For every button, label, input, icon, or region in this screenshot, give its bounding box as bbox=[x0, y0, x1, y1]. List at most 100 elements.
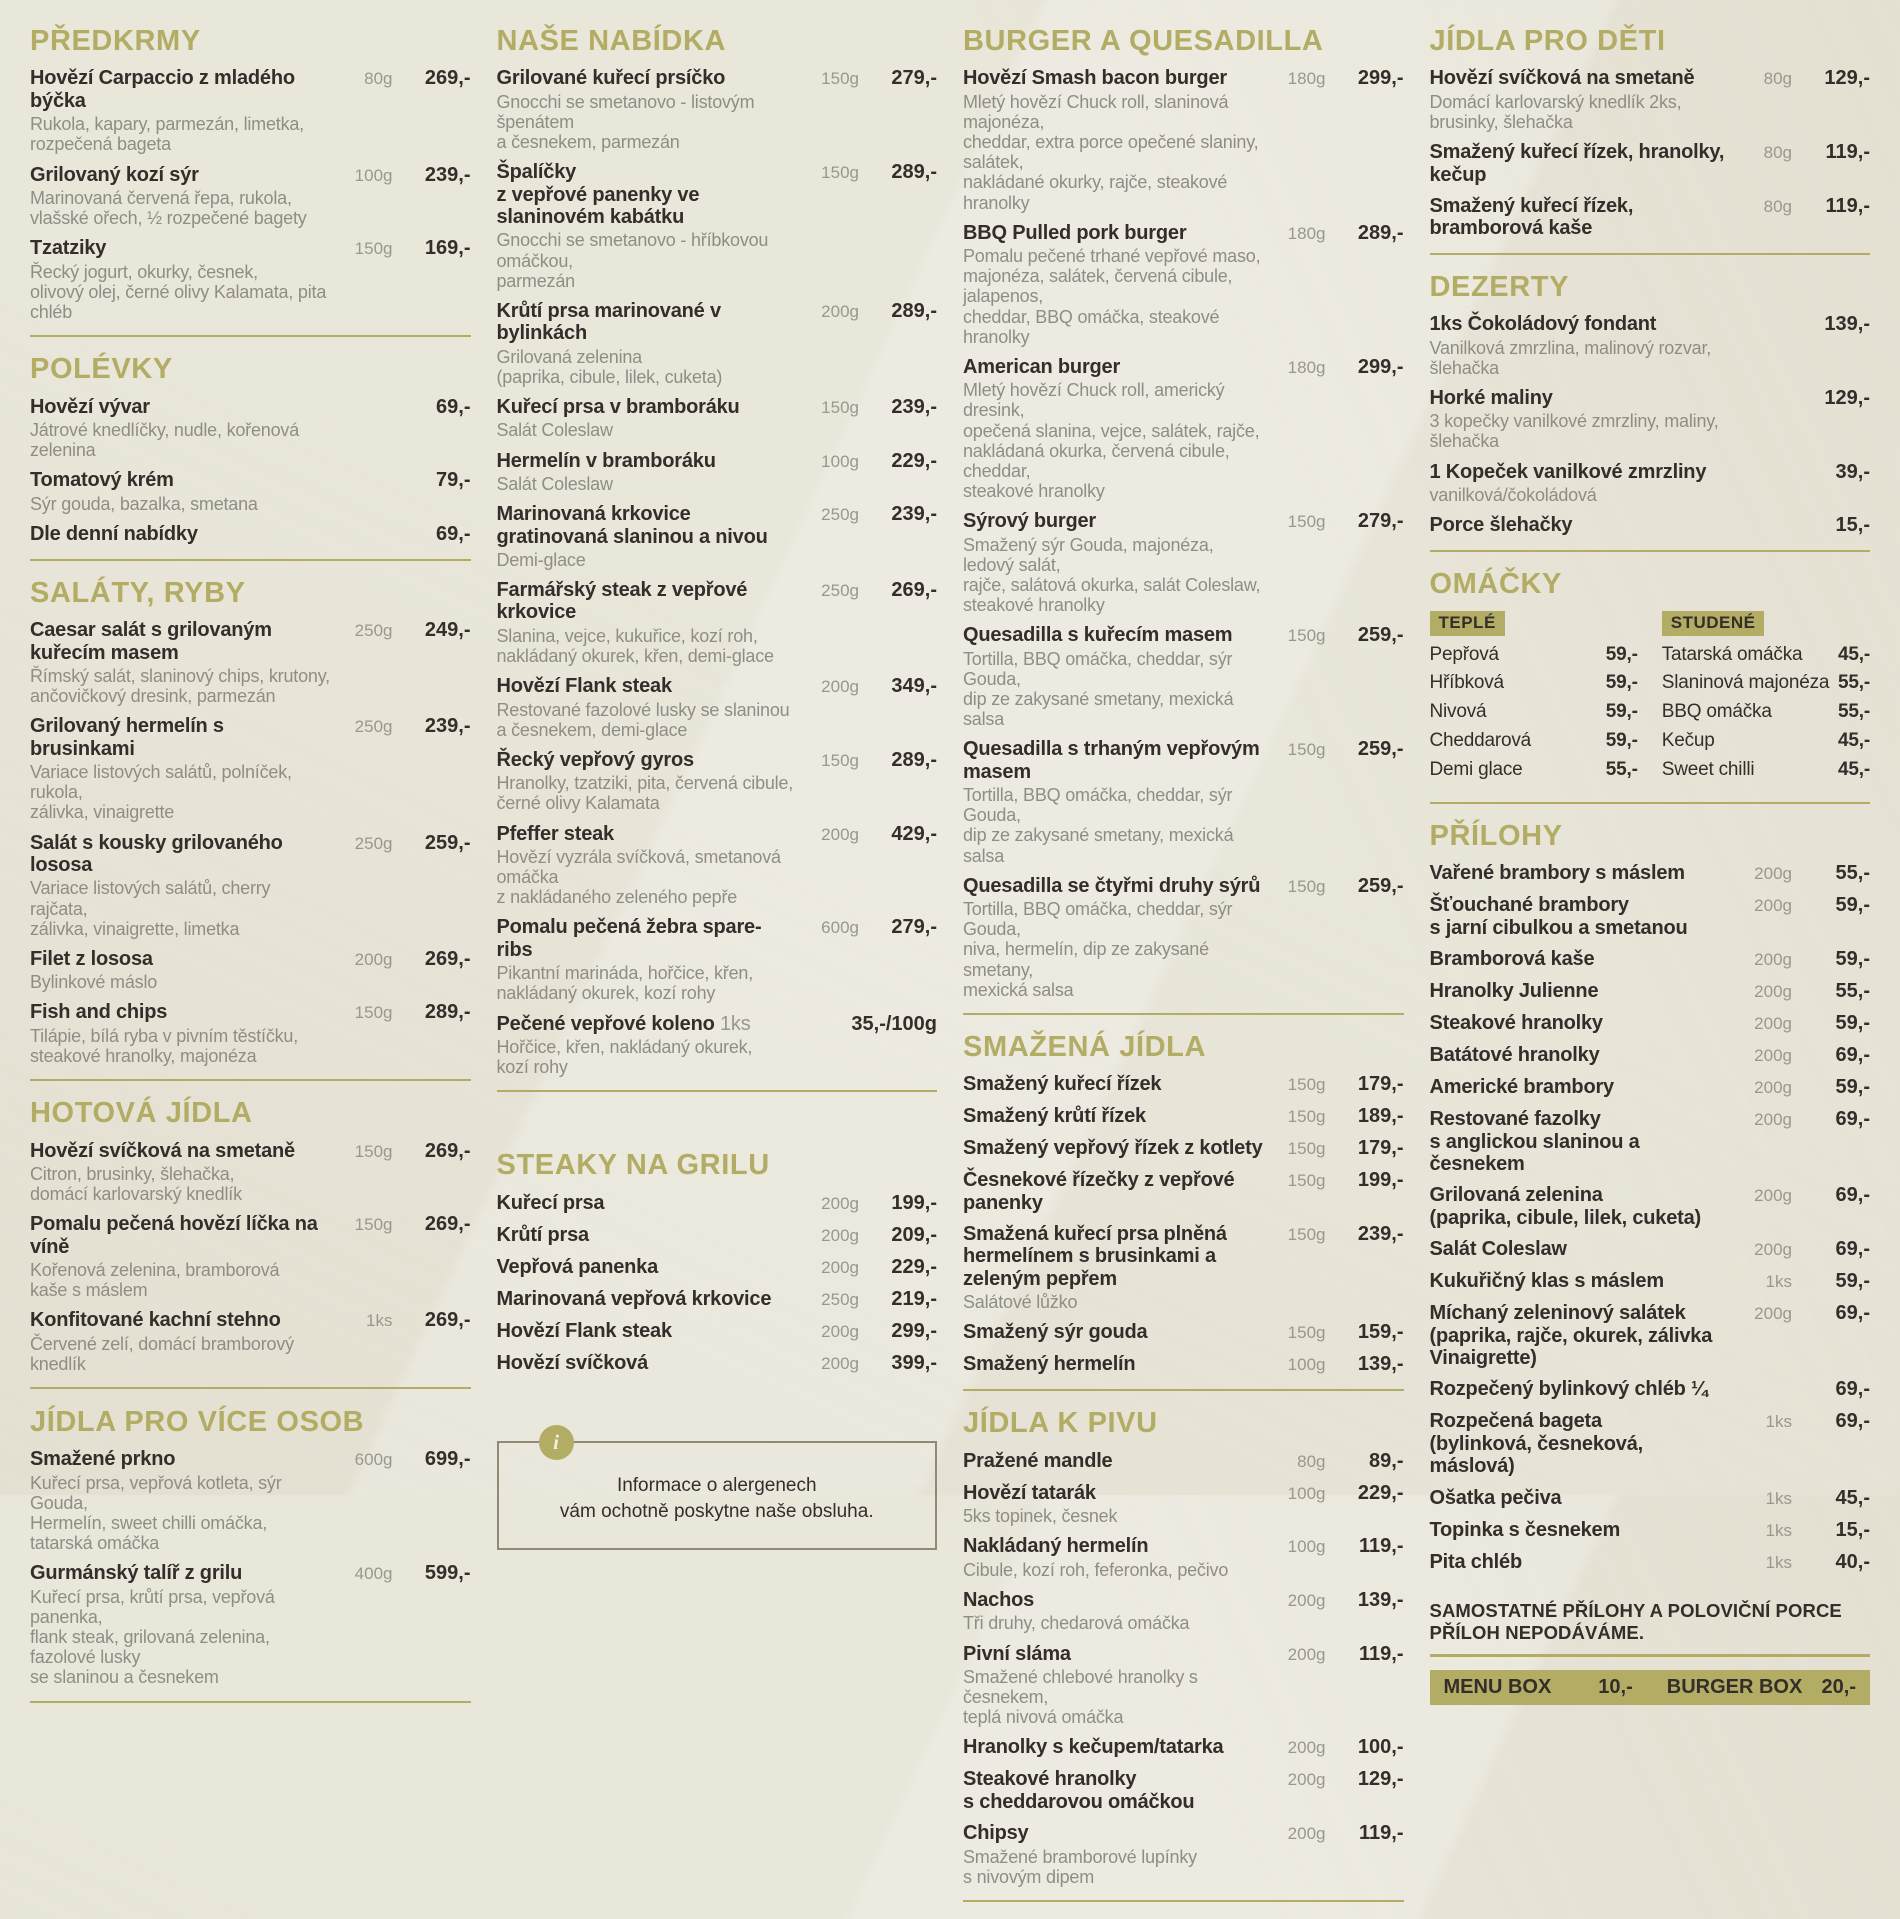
menu-item-main: Filet z lososa Bylinkové máslo bbox=[30, 948, 331, 993]
takeaway-box-bar: MENU BOX 10,- BURGER BOX 20,- bbox=[1429, 1669, 1870, 1705]
item-weight: 180g bbox=[1287, 69, 1326, 89]
menu-item-main: Tomatový krém Sýr gouda, bazalka, smetana bbox=[30, 469, 331, 514]
menu-item: Hovězí svíčková na smetaně Domácí karlova… bbox=[1430, 67, 1871, 132]
item-weight: 250g bbox=[354, 717, 393, 737]
item-price: 189,- bbox=[1357, 1105, 1404, 1128]
item-price: 89,- bbox=[1369, 1449, 1404, 1472]
item-weight bbox=[789, 1013, 837, 1015]
item-description: Demi-glace bbox=[496, 549, 586, 570]
item-name: Quesadilla s kuřecím masem bbox=[963, 624, 1233, 647]
menu-item: 1 Kopeček vanilkové zmrzliny vanilková/čo… bbox=[1430, 461, 1871, 506]
item-weight: 150g bbox=[821, 163, 859, 183]
menu-item-main: Topinka s česnekem bbox=[1430, 1519, 1731, 1541]
item-weight: 150g bbox=[1287, 1225, 1326, 1245]
sauce-price: 59,- bbox=[1605, 730, 1638, 752]
section-divider bbox=[963, 1389, 1404, 1392]
menu-item-main: Smažený krůtí řízek bbox=[963, 1105, 1264, 1127]
menu-item: Smažený vepřový řízek z kotlety 150g 179,- bbox=[963, 1137, 1404, 1160]
menu-item-main: Krůtí prsa marinované v bylinkách Grilova… bbox=[497, 300, 798, 387]
menu-item-main: Hovězí Carpaccio z mladého býčka Rukola, … bbox=[30, 67, 331, 154]
item-description: Variace listových salátů, polníček, ruko… bbox=[30, 762, 292, 823]
item-name: Česnekové řízečky z vepřové panenky bbox=[963, 1169, 1235, 1214]
item-weight: 200g bbox=[1754, 982, 1792, 1002]
footer-divider bbox=[1429, 1653, 1870, 1657]
menu-item-main: Tzatziky Řecký jogurt, okurky, česnek, ol… bbox=[30, 237, 331, 322]
menu-item-main: Krůtí prsa bbox=[497, 1224, 798, 1246]
menu-item-main: Grilované kuřecí prsíčko Gnocchi se smeta… bbox=[497, 67, 798, 152]
section-title-smazena-jidla: SMAŽENÁ JÍDLA bbox=[963, 1030, 1207, 1063]
sauce-name: Kečup bbox=[1661, 730, 1715, 752]
item-name: Hovězí Smash bacon burger bbox=[963, 67, 1227, 90]
item-price: 259,- bbox=[1357, 738, 1404, 761]
item-price: 129,- bbox=[1824, 67, 1870, 90]
menu-item: Rozpečený bylinkový chléb ¼ 69,- bbox=[1430, 1378, 1871, 1401]
item-weight: 80g bbox=[1763, 143, 1792, 163]
item-name: BBQ Pulled pork burger bbox=[963, 221, 1187, 244]
takeaway-box-0: MENU BOX 10,- bbox=[1444, 1676, 1633, 1699]
menu-item-main: Hermelín v bramboráku Salát Coleslaw bbox=[497, 450, 798, 495]
item-price: 199,- bbox=[891, 1191, 937, 1214]
item-weight: 200g bbox=[821, 1353, 859, 1373]
menu-item: Smažený kuřecí řízek, hranolky, kečup 80g… bbox=[1430, 141, 1871, 186]
item-weight: 80g bbox=[1297, 1451, 1326, 1471]
item-name: Caesar salát s grilovaným kuřecím masem bbox=[30, 619, 272, 664]
menu-item: Marinovaná vepřová krkovice 250g 219,- bbox=[497, 1288, 938, 1311]
item-description: Domácí karlovarský knedlík 2ks, brusinky… bbox=[1429, 91, 1682, 132]
item-name: Dle denní nabídky bbox=[30, 522, 198, 545]
item-name: Rozpečená bageta (bylinková, česneková, … bbox=[1429, 1410, 1644, 1478]
section-title-burger-a-quesadilla: BURGER A QUESADILLA bbox=[963, 25, 1324, 57]
item-weight: 250g bbox=[821, 1289, 859, 1309]
item-name: Hovězí Carpaccio z mladého býčka bbox=[30, 67, 295, 112]
menu-item-main: Smažený hermelín bbox=[963, 1353, 1264, 1375]
item-price: 169,- bbox=[424, 237, 471, 260]
menu-item-main: Pita chléb bbox=[1430, 1551, 1731, 1573]
menu-item: Kuřecí prsa v bramboráku Salát Coleslaw 15… bbox=[497, 396, 938, 441]
menu-item: Steakové hranolky s cheddarovou omáčkou 2… bbox=[963, 1768, 1404, 1813]
item-weight: 400g bbox=[354, 1564, 393, 1584]
item-name: Kukuřičný klas s máslem bbox=[1429, 1270, 1665, 1293]
item-price: 119,- bbox=[1359, 1822, 1404, 1845]
menu-item: Pečené vepřové koleno 1ks Hořčice, křen, … bbox=[497, 1013, 938, 1078]
menu-item-main: Hovězí svíčková na smetaně Domácí karlova… bbox=[1430, 67, 1731, 132]
menu-item-main: Smažený kuřecí řízek, bramborová kaše bbox=[1430, 195, 1731, 240]
item-price: 119,- bbox=[1359, 1642, 1404, 1665]
menu-item-main: Quesadilla s kuřecím masem Tortilla, BBQ … bbox=[963, 624, 1264, 729]
item-name: Pfeffer steak bbox=[496, 822, 615, 845]
menu-item-main: Pomalu pečená žebra spare-ribs Pikantní m… bbox=[497, 916, 798, 1003]
menu-item: American burger Mletý hovězí Chuck roll, … bbox=[963, 356, 1404, 501]
menu-item: 1ks Čokoládový fondant Vanilková zmrzlina… bbox=[1430, 313, 1871, 378]
menu-item: Krůtí prsa marinované v bylinkách Grilova… bbox=[497, 300, 938, 387]
item-name: Pomalu pečená hovězí líčka na víně bbox=[30, 1213, 318, 1258]
item-weight bbox=[1744, 1378, 1792, 1380]
section-divider bbox=[963, 1899, 1404, 1902]
menu-item: Grilovaný hermelín s brusinkami Variace l… bbox=[30, 715, 471, 822]
menu-item-main: Pražené mandle bbox=[963, 1450, 1264, 1472]
sauce-group-warm: TEPLÉ Pepřová 59,- Hříbková 59,- Nivová 59,- Ch… bbox=[1429, 610, 1638, 789]
item-price: 259,- bbox=[424, 831, 471, 854]
menu-item-main: Farmářský steak z vepřové krkovice Slanin… bbox=[497, 579, 798, 666]
column-4: JÍDLA PRO DĚTI Hovězí svíčková na smetaně… bbox=[1429, 26, 1871, 1919]
item-name: Grilovaný kozí sýr bbox=[30, 163, 199, 186]
item-description: Restované fazolové lusky se slaninou a č… bbox=[496, 699, 790, 740]
menu-item-main: 1ks Čokoládový fondant Vanilková zmrzlina… bbox=[1430, 313, 1731, 378]
menu-item: Česnekové řízečky z vepřové panenky 150g 1… bbox=[963, 1169, 1404, 1214]
item-name: Pečené vepřové koleno 1ks bbox=[496, 1012, 751, 1035]
item-weight bbox=[345, 396, 393, 398]
item-description: Tilápie, bílá ryba v pivním těstíčku, st… bbox=[30, 1025, 299, 1066]
menu-item: Smažená kuřecí prsa plněná hermelínem s … bbox=[963, 1223, 1404, 1312]
allergen-info-text: Informace o alergenech vám ochotně posky… bbox=[559, 1474, 874, 1523]
menu-item: Šťouchané brambory s jarní cibulkou a sm… bbox=[1430, 894, 1871, 939]
item-name: Salát Coleslaw bbox=[1429, 1238, 1567, 1261]
column-2: NAŠE NABÍDKA Grilované kuřecí prsíčko Gnoc… bbox=[496, 26, 938, 1919]
item-weight: 200g bbox=[1754, 1046, 1792, 1066]
section-title-omacky: OMÁČKY bbox=[1429, 568, 1562, 601]
item-weight: 250g bbox=[821, 581, 859, 601]
menu-item-main: Grilovaná zelenina (paprika, cibule, lil… bbox=[1430, 1184, 1731, 1229]
item-price: 259,- bbox=[1357, 874, 1404, 897]
section-title-jidla-k-pivu: JÍDLA K PIVU bbox=[963, 1407, 1158, 1440]
item-name: Hovězí tatarák bbox=[963, 1481, 1096, 1504]
menu-item-main: BBQ Pulled pork burger Pomalu pečené trha… bbox=[963, 222, 1264, 347]
column-3: BURGER A QUESADILLA Hovězí Smash bacon bu… bbox=[963, 26, 1404, 1919]
item-price: 159,- bbox=[1357, 1321, 1404, 1344]
item-price: 699,- bbox=[424, 1448, 471, 1471]
